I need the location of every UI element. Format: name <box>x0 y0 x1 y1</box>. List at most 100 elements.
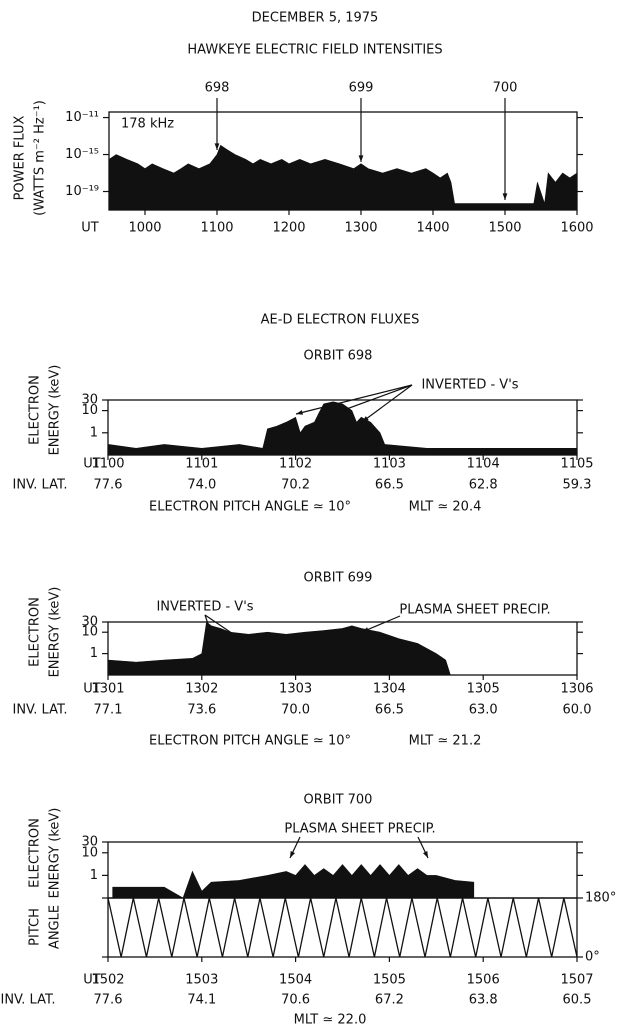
x-tick-label: 1304 <box>373 682 406 697</box>
y-tick-label: 0° <box>585 950 600 965</box>
x-tick-label: 1505 <box>373 973 406 988</box>
x-tick-label: 1504 <box>279 973 312 988</box>
y-tick-label: 30 <box>81 615 98 630</box>
inv-lat-label: 62.8 <box>469 478 498 493</box>
y-tick-label: 1 <box>90 868 98 883</box>
chart-title: ORBIT 699 <box>304 571 373 586</box>
orbit-marker: 698 <box>205 81 230 96</box>
x-tick-label: 1400 <box>416 221 449 236</box>
x-tick-label: 1300 <box>344 221 377 236</box>
arrow-head <box>238 636 245 642</box>
inv-lat-label: 77.6 <box>94 478 123 493</box>
x-tick-label: 1301 <box>91 682 124 697</box>
x-tick-label: 1506 <box>467 973 500 988</box>
y-tick-label: 30 <box>81 835 98 850</box>
inv-lat-label: 66.5 <box>375 703 404 718</box>
flux-area <box>107 401 578 456</box>
y-axis-label: ANGLE <box>48 905 63 949</box>
y-tick-label: 10⁻¹⁵ <box>65 147 99 162</box>
x-tick-label: 1100 <box>91 457 124 472</box>
x-tick-label: 1100 <box>200 221 233 236</box>
flux-area <box>107 621 451 676</box>
arrow-head <box>362 416 369 422</box>
x-axis-label: UT <box>81 221 99 236</box>
inv-lat-label: 63.0 <box>469 703 498 718</box>
x-tick-label: 1101 <box>185 457 218 472</box>
y-tick-label: 10 <box>81 403 98 418</box>
x-axis-label: UT <box>83 973 101 988</box>
chart-title: HAWKEYE ELECTRIC FIELD INTENSITIES <box>187 43 442 58</box>
y-tick-label: 10⁻¹¹ <box>65 110 99 125</box>
inv-lat-label: 70.0 <box>281 703 310 718</box>
inv-lat-label: 77.1 <box>94 703 123 718</box>
chart-title: ORBIT 700 <box>304 793 373 808</box>
y-tick-label: 1 <box>90 425 98 440</box>
x-tick-label: 1503 <box>185 973 218 988</box>
pitch-line <box>107 897 578 958</box>
x-tick-label: 1200 <box>272 221 305 236</box>
y-tick-label: 180° <box>585 891 616 906</box>
inv-lat-label: 70.6 <box>281 993 310 1008</box>
y-tick-label: 10 <box>81 625 98 640</box>
x-tick-label: 1502 <box>91 973 124 988</box>
arrow-line <box>361 615 401 633</box>
y-axis-label: ELECTRON <box>28 597 43 667</box>
annotation: INVERTED - V's <box>156 600 253 615</box>
note: ELECTRON PITCH ANGLE ≃ 10° <box>149 734 351 749</box>
arrow-head <box>290 851 295 858</box>
plot-frame <box>107 621 578 676</box>
x-tick-label: 1105 <box>560 457 593 472</box>
arrow-head <box>214 143 220 150</box>
inv-lat-label: 66.5 <box>375 478 404 493</box>
x-tick-label: 1000 <box>128 221 161 236</box>
x-tick-label: 1102 <box>279 457 312 472</box>
flux-area <box>112 864 475 899</box>
arrow-line <box>321 384 413 419</box>
y-axis-label: ELECTRON <box>28 818 43 888</box>
chart-title: ORBIT 698 <box>304 349 373 364</box>
annotation: INVERTED - V's <box>421 378 518 393</box>
x2-axis-label: INV. LAT. <box>13 478 68 493</box>
inv-lat-label: 60.0 <box>563 703 592 718</box>
inv-lat-label: 60.5 <box>563 993 592 1008</box>
figure-title: DECEMBER 5, 1975 <box>252 11 379 26</box>
annotation: PLASMA SHEET PRECIP. <box>399 603 550 618</box>
arrow-head <box>207 629 213 636</box>
plot-frame <box>107 897 578 958</box>
note: MLT ≃ 22.0 <box>294 1013 367 1026</box>
plot-frame <box>107 399 578 456</box>
inv-lat-label: 70.2 <box>281 478 310 493</box>
arrow-head <box>296 410 303 415</box>
annotation: PLASMA SHEET PRECIP. <box>284 822 435 837</box>
section-title: AE-D ELECTRON FLUXES <box>261 313 420 328</box>
arrow-head <box>322 413 329 418</box>
inv-lat-label: 74.1 <box>187 993 216 1008</box>
y-tick-label: 1 <box>90 646 98 661</box>
inv-lat-label: 63.8 <box>469 993 498 1008</box>
orbit-marker: 700 <box>493 81 518 96</box>
y-tick-label: 10⁻¹⁹ <box>65 184 99 199</box>
y-axis-label: ELECTRON <box>28 375 43 445</box>
arrow-head <box>362 627 369 632</box>
y-axis-label: POWER FLUX <box>13 116 28 201</box>
x-tick-label: 1104 <box>467 457 500 472</box>
x-tick-label: 1305 <box>467 682 500 697</box>
y-axis-label: ENERGY (keV) <box>48 365 63 456</box>
x-axis-label: UT <box>83 457 101 472</box>
x2-axis-label: INV. LAT. <box>13 703 68 718</box>
flux-area <box>108 144 578 211</box>
arrow-head <box>358 155 364 162</box>
x-tick-label: 1600 <box>560 221 593 236</box>
x-tick-label: 1306 <box>560 682 593 697</box>
orbit-marker: 699 <box>349 81 374 96</box>
x-tick-label: 1507 <box>560 973 593 988</box>
x-tick-label: 1500 <box>488 221 521 236</box>
plot-frame <box>108 111 578 211</box>
arrow-line <box>361 384 413 423</box>
y-axis-label: ENERGY (keV) <box>48 808 63 899</box>
arrow-head <box>502 193 508 200</box>
y-axis-label: PITCH <box>28 908 43 946</box>
note: ELECTRON PITCH ANGLE ≃ 10° <box>149 500 351 515</box>
